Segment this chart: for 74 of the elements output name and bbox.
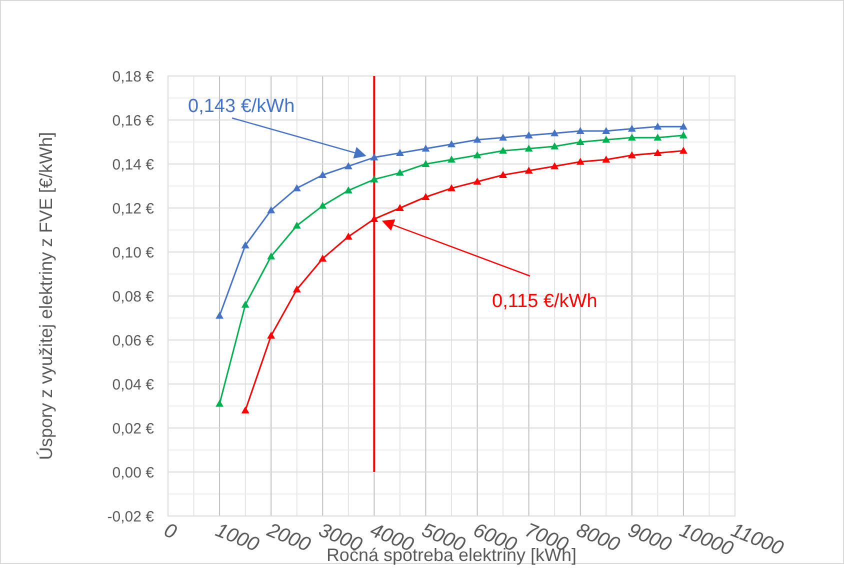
point — [267, 252, 276, 260]
point — [499, 146, 508, 154]
y-tick-label: 0,14 € — [112, 156, 155, 174]
point — [499, 171, 508, 178]
point — [602, 136, 610, 143]
point — [628, 124, 636, 132]
point — [550, 129, 559, 136]
point — [499, 134, 508, 141]
point — [318, 202, 327, 209]
point — [370, 153, 378, 160]
annotation: 0,115 €/kWh — [492, 291, 598, 312]
x-tick-label: 0 — [160, 519, 180, 544]
point — [396, 168, 404, 176]
point — [448, 184, 456, 192]
point — [628, 151, 636, 158]
point — [241, 241, 250, 248]
y-tick-label: -0,02 € — [107, 508, 155, 526]
x-tick-label: 9000 — [624, 519, 674, 556]
y-tick-label: 0,12 € — [112, 200, 155, 218]
y-tick-label: 0,08 € — [112, 288, 155, 306]
point — [576, 138, 584, 145]
point — [448, 140, 456, 148]
y-tick-label: 0,16 € — [112, 112, 155, 130]
y-tick-label: 0,02 € — [112, 420, 155, 438]
point — [679, 131, 688, 138]
point — [292, 222, 301, 229]
point — [370, 175, 378, 182]
point — [422, 144, 430, 152]
point — [602, 127, 610, 134]
point — [422, 193, 430, 200]
point — [292, 285, 301, 292]
point — [628, 134, 636, 141]
point — [422, 160, 430, 167]
point — [318, 171, 327, 178]
x-tick-label: 1000 — [212, 519, 262, 556]
point — [679, 146, 688, 154]
point — [267, 206, 276, 214]
point — [524, 144, 533, 152]
point — [370, 215, 378, 222]
point — [473, 151, 482, 158]
y-tick-label: 0,04 € — [112, 376, 155, 394]
point — [216, 312, 224, 319]
point — [654, 134, 662, 141]
point — [473, 178, 482, 185]
point — [344, 162, 352, 170]
point — [524, 166, 533, 174]
point — [292, 184, 301, 192]
point — [241, 406, 250, 414]
point — [576, 158, 584, 165]
point — [654, 149, 662, 156]
point — [473, 136, 482, 143]
point — [241, 300, 250, 308]
point — [576, 127, 584, 134]
point — [396, 204, 404, 211]
y-tick-label: 0,10 € — [112, 244, 155, 262]
point — [524, 131, 533, 138]
point — [448, 156, 456, 163]
y-axis-title: Úspory z využitej elektriny z FVE [€/kWh] — [36, 132, 56, 460]
point — [344, 186, 352, 194]
point — [550, 142, 559, 150]
y-tick-label: 0,06 € — [112, 332, 155, 350]
point — [216, 400, 224, 407]
point — [396, 149, 404, 156]
point — [679, 122, 688, 130]
point — [602, 156, 610, 163]
x-tick-label: 2000 — [263, 518, 314, 556]
point — [318, 254, 327, 262]
annotation: 0,143 €/kWh — [188, 96, 295, 117]
point — [654, 122, 662, 130]
point — [267, 332, 276, 339]
y-tick-label: 0,00 € — [112, 464, 155, 482]
y-tick-label: 0,18 € — [112, 68, 155, 86]
point — [344, 232, 352, 240]
point — [550, 162, 559, 170]
